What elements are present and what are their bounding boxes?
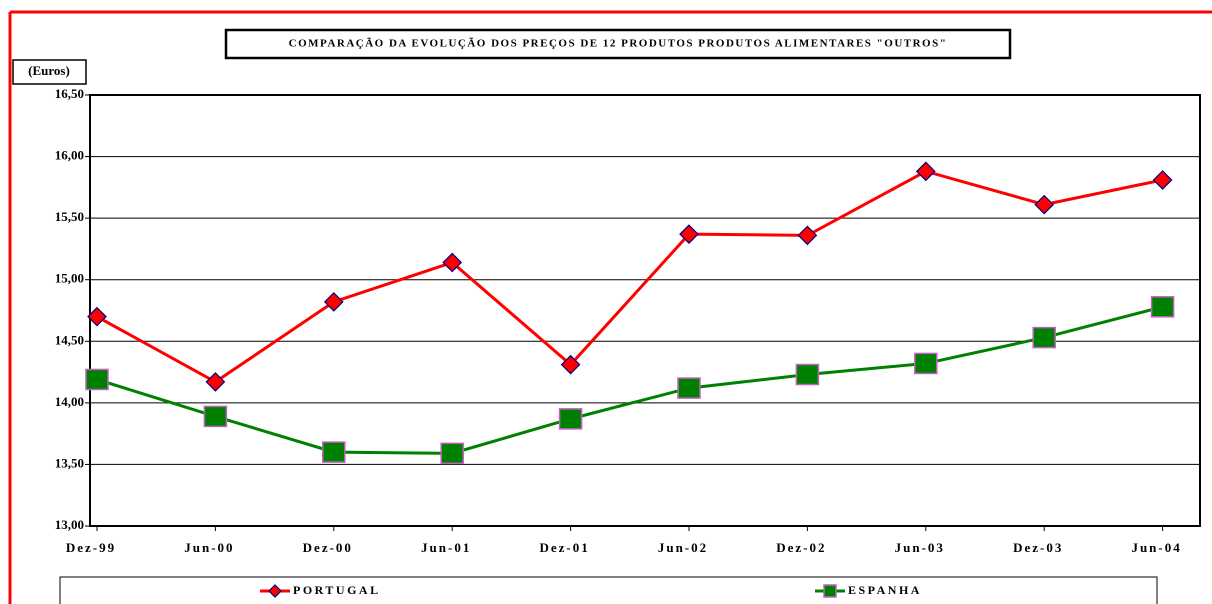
- x-tick-label: Jun-02: [658, 540, 708, 555]
- title-box: [224, 28, 1012, 60]
- point: [322, 441, 346, 463]
- point: [679, 224, 699, 244]
- point: [323, 292, 344, 312]
- x-tick-label: Jun-00: [184, 540, 234, 555]
- point: [440, 442, 464, 465]
- point: [205, 372, 226, 392]
- point: [915, 161, 936, 182]
- legend-label: PORTUGAL: [293, 583, 381, 597]
- x-tick-label: Jun-03: [895, 540, 945, 555]
- y-tick-label: 16,50: [55, 86, 84, 101]
- legend-marker: [823, 584, 837, 598]
- point: [203, 405, 228, 428]
- point: [1032, 326, 1056, 349]
- point: [560, 354, 581, 375]
- point: [797, 225, 818, 246]
- x-tick-label: Jun-01: [421, 540, 471, 555]
- point: [85, 368, 109, 391]
- x-tick-label: Dez-03: [1013, 540, 1063, 555]
- x-tick-label: Dez-99: [66, 540, 116, 555]
- series-line: [96, 169, 1163, 384]
- legend-marker: [268, 584, 282, 598]
- x-tick-label: Dez-02: [776, 540, 826, 555]
- point: [795, 363, 820, 386]
- y-tick-label: 15,50: [55, 209, 84, 224]
- legend-box: [59, 576, 1158, 604]
- chart-title: COMPARAÇÃO DA EVOLUÇÃO DOS PREÇOS DE 12 …: [289, 38, 948, 50]
- plot-area: [89, 94, 1201, 527]
- series-line: [96, 305, 1163, 455]
- point: [1034, 194, 1055, 215]
- point: [1150, 296, 1175, 318]
- legend-label: ESPANHA: [848, 583, 922, 597]
- x-tick-label: Dez-00: [303, 540, 353, 555]
- point: [558, 408, 583, 430]
- y-tick-label: 14,50: [55, 332, 84, 347]
- y-label-box: [12, 59, 87, 85]
- y-tick-label: 13,00: [55, 517, 84, 532]
- y-tick-label: 16,00: [55, 148, 84, 163]
- y-tick-label: 15,00: [55, 271, 84, 286]
- x-tick-label: Jun-04: [1131, 540, 1181, 555]
- y-tick-label: 13,50: [55, 455, 84, 470]
- y-axis-label: (Euros): [28, 63, 70, 78]
- point: [914, 352, 938, 375]
- y-tick-label: 14,00: [55, 394, 84, 409]
- point: [1152, 170, 1173, 190]
- x-tick-label: Dez-01: [539, 540, 589, 555]
- point: [442, 252, 463, 273]
- point: [677, 377, 701, 399]
- point: [87, 306, 107, 327]
